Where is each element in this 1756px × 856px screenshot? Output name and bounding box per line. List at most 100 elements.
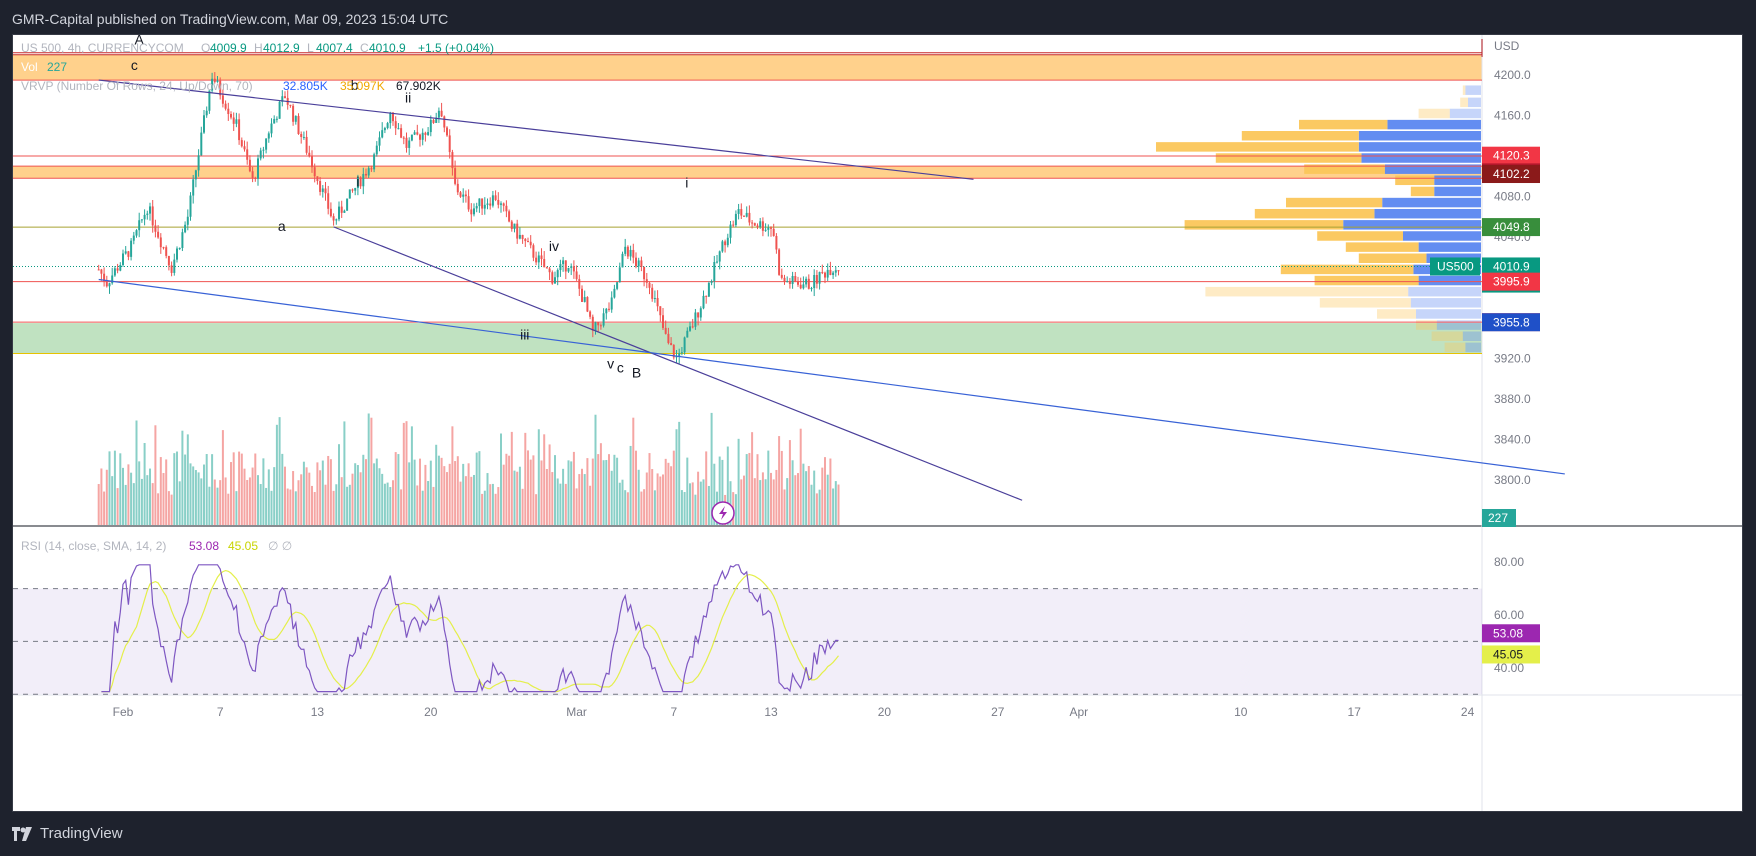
candle-body <box>227 108 230 115</box>
vp-down-bar <box>1377 309 1416 319</box>
vp-up-bar <box>1374 208 1481 219</box>
candle-body <box>311 156 313 168</box>
volume-bar <box>238 451 241 525</box>
volume-bar <box>311 485 313 525</box>
price-candles[interactable] <box>97 72 840 364</box>
candle-body <box>745 212 748 217</box>
vp-up-bar <box>1408 286 1481 297</box>
candle-body <box>508 211 511 222</box>
time-tick: Mar <box>566 705 587 719</box>
candle-body <box>297 115 300 135</box>
volume-bar <box>629 445 632 525</box>
candle-body <box>672 345 675 358</box>
candle-body <box>500 203 502 205</box>
candle-body <box>386 123 389 129</box>
candle-body <box>146 213 149 215</box>
candle-body <box>321 188 324 192</box>
candle-body <box>594 322 597 331</box>
price-axis[interactable]: USD4200.04160.04080.04040.03920.03880.03… <box>1494 39 1531 675</box>
vp-up-bar <box>1382 197 1481 208</box>
candle-body <box>705 295 708 297</box>
vp-down-bar <box>1444 342 1466 353</box>
candle-body <box>635 257 637 267</box>
candle-body <box>740 209 743 216</box>
volume-bar <box>319 470 322 525</box>
ohlc-value: 4009.9 <box>210 41 247 55</box>
volume-bar <box>111 476 114 525</box>
candle-body <box>559 264 562 271</box>
wave-label: a <box>278 218 286 234</box>
volume-bar <box>259 484 262 525</box>
candle-body <box>518 234 521 239</box>
volume-bar <box>486 473 489 525</box>
candle-body <box>105 281 108 287</box>
candle-body <box>343 210 346 213</box>
rsi-badge <box>1482 624 1540 643</box>
candle-body <box>248 159 251 172</box>
volume-bar <box>173 453 176 525</box>
candle-body <box>100 269 103 274</box>
price-badge-text: 3955.8 <box>1493 315 1530 329</box>
wave-label: ii <box>405 89 411 105</box>
volume-bar <box>440 457 443 525</box>
candle-body <box>316 176 319 182</box>
candle-body <box>432 119 435 123</box>
legend-vol-label[interactable]: Vol <box>21 60 38 74</box>
legend-ohlc: O 4009.9 H 4012.9 L 4007.4 C 4010.9 <box>201 41 406 55</box>
candle-body <box>721 241 724 252</box>
price-tick: 3800.0 <box>1494 473 1531 487</box>
volume-bar <box>170 494 173 525</box>
candle-body <box>529 241 532 246</box>
ohlc-value: 4010.9 <box>369 41 406 55</box>
candle-body <box>807 278 810 289</box>
volume-bar <box>775 469 778 525</box>
volume-bar <box>467 463 470 525</box>
volume-bar <box>837 484 840 525</box>
volume-bar <box>767 450 770 525</box>
candle-body <box>767 227 770 230</box>
candle-body <box>826 269 829 278</box>
volume-bar <box>105 469 108 525</box>
legend-vrvp-label[interactable]: VRVP (Number Of Rows, 24, Up/Down, 70) <box>21 79 253 93</box>
legend-vrvp-up: 32.805K <box>283 79 328 93</box>
volume-bar <box>394 452 397 525</box>
candle-body <box>335 219 338 221</box>
price-badge-text: 3995.9 <box>1493 275 1530 289</box>
volume-bar <box>780 450 783 525</box>
vp-up-bar <box>1384 164 1481 174</box>
candle-body <box>267 133 270 139</box>
legend-rsi-value: 53.08 <box>189 539 219 553</box>
volume-bar <box>473 474 475 525</box>
volume-bar <box>672 450 675 525</box>
candle-body <box>791 276 794 285</box>
lightning-button[interactable] <box>711 501 735 525</box>
trendlines[interactable] <box>98 79 1565 501</box>
candle-body <box>119 264 122 271</box>
legend-change: +1.5 (+0.04%) <box>418 41 494 55</box>
time-axis[interactable]: Feb 7 13 20 Mar 7 13 20 27 Apr 10 17 24 <box>113 705 1475 719</box>
candle-body <box>716 261 718 263</box>
vp-up-bar <box>1436 320 1481 330</box>
candle-body <box>653 297 656 299</box>
candle-body <box>478 198 481 207</box>
candle-body <box>551 272 554 284</box>
legend-symbol[interactable]: US 500, 4h, CURRENCYCOM <box>21 41 184 55</box>
candle-body <box>292 105 295 122</box>
volume-bar <box>232 452 235 525</box>
vp-up-bar <box>1410 298 1481 308</box>
candle-body <box>748 212 751 223</box>
lightning-icon <box>719 506 727 520</box>
candle-body <box>127 251 130 257</box>
candle-body <box>799 284 802 289</box>
vp-up-bar <box>1449 108 1481 119</box>
volume-bar <box>518 466 521 525</box>
footer-brand[interactable]: TradingView <box>40 825 123 842</box>
candle-body <box>259 150 262 159</box>
candle-body <box>562 260 565 265</box>
candle-body <box>383 128 386 131</box>
volume-bar <box>624 490 627 525</box>
legend-rsi-label[interactable]: RSI (14, close, SMA, 14, 2) <box>21 539 166 553</box>
candle-body <box>545 267 548 269</box>
